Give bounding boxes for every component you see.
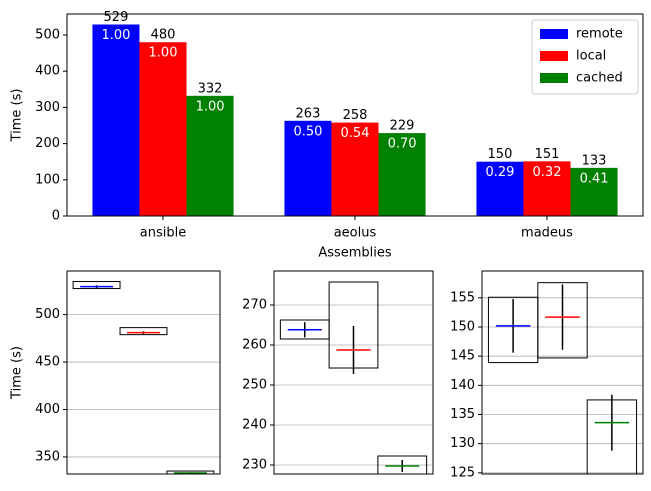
value-label: 229 — [390, 119, 415, 134]
axes-frame — [66, 13, 644, 217]
value-label: 258 — [343, 108, 368, 123]
plot-area — [72, 281, 215, 474]
bar — [378, 133, 426, 216]
y-tick-label: 300 — [35, 100, 60, 115]
bar — [570, 167, 618, 216]
box — [72, 281, 121, 290]
y-tick-label: 500 — [35, 27, 60, 42]
y-tick-label: 230 — [242, 458, 267, 473]
ratio-label: 0.50 — [293, 124, 322, 139]
ratio-label: 0.29 — [485, 165, 514, 180]
legend-label: cached — [576, 71, 623, 86]
legend-swatch — [540, 29, 568, 39]
legend-label: local — [576, 49, 606, 64]
x-axis-label: Assemblies — [318, 246, 392, 261]
y-axis-label: Time (s) — [10, 346, 25, 400]
box — [166, 470, 215, 474]
y-tick-label: 100 — [35, 172, 60, 187]
value-label: 529 — [104, 10, 129, 25]
y-tick-label: 270 — [242, 298, 267, 313]
x-tick-label: aeolus — [334, 226, 377, 241]
y-tick-label: 130 — [450, 436, 475, 451]
y-tick-label: 150 — [450, 320, 475, 335]
y-axis-label: Time (s) — [10, 89, 25, 143]
value-label: 480 — [151, 28, 176, 43]
ratio-label: 0.41 — [580, 171, 609, 186]
y-tick-label: 400 — [35, 402, 60, 417]
y-tick-label: 125 — [450, 465, 475, 480]
y-tick-label: 145 — [450, 349, 475, 364]
ratio-label: 0.70 — [388, 137, 417, 152]
axes-frame — [481, 270, 644, 475]
legend: remote local cached — [531, 19, 639, 95]
legend-swatch — [540, 73, 568, 83]
y-tick-label: 0 — [52, 209, 60, 224]
ratio-label: 0.32 — [533, 165, 562, 180]
bar — [523, 161, 571, 216]
value-label: 151 — [535, 147, 560, 162]
value-label: 332 — [198, 81, 223, 96]
box — [119, 327, 168, 336]
box — [377, 455, 428, 474]
ratio-label: 1.00 — [196, 99, 225, 114]
plot-area — [487, 282, 638, 474]
legend-label: remote — [576, 27, 623, 42]
plot-area — [279, 281, 428, 474]
axes-frame — [66, 270, 221, 475]
ratio-label: 1.00 — [101, 28, 130, 43]
y-tick-label: 350 — [35, 449, 60, 464]
y-tick-label: 400 — [35, 64, 60, 79]
y-tick-label: 240 — [242, 418, 267, 433]
ratio-label: 0.54 — [341, 126, 370, 141]
ratio-label: 1.00 — [149, 46, 178, 61]
x-tick-label: madeus — [521, 226, 573, 241]
y-tick-label: 135 — [450, 407, 475, 422]
y-tick-label: 500 — [35, 307, 60, 322]
legend-swatch — [540, 51, 568, 61]
bar — [284, 120, 332, 216]
value-label: 150 — [488, 147, 513, 162]
bar — [476, 161, 524, 216]
y-tick-label: 140 — [450, 378, 475, 393]
box — [537, 282, 588, 359]
axes-frame — [273, 270, 434, 475]
value-label: 263 — [296, 106, 321, 121]
value-label: 133 — [582, 153, 607, 168]
x-tick-label: ansible — [140, 226, 186, 241]
y-tick-label: 155 — [450, 290, 475, 305]
bar — [139, 42, 187, 217]
bar — [92, 24, 140, 217]
y-tick-label: 250 — [242, 378, 267, 393]
y-tick-label: 450 — [35, 355, 60, 370]
y-tick-label: 200 — [35, 136, 60, 151]
bar — [331, 122, 379, 216]
y-tick-label: 260 — [242, 338, 267, 353]
bar — [186, 95, 234, 216]
